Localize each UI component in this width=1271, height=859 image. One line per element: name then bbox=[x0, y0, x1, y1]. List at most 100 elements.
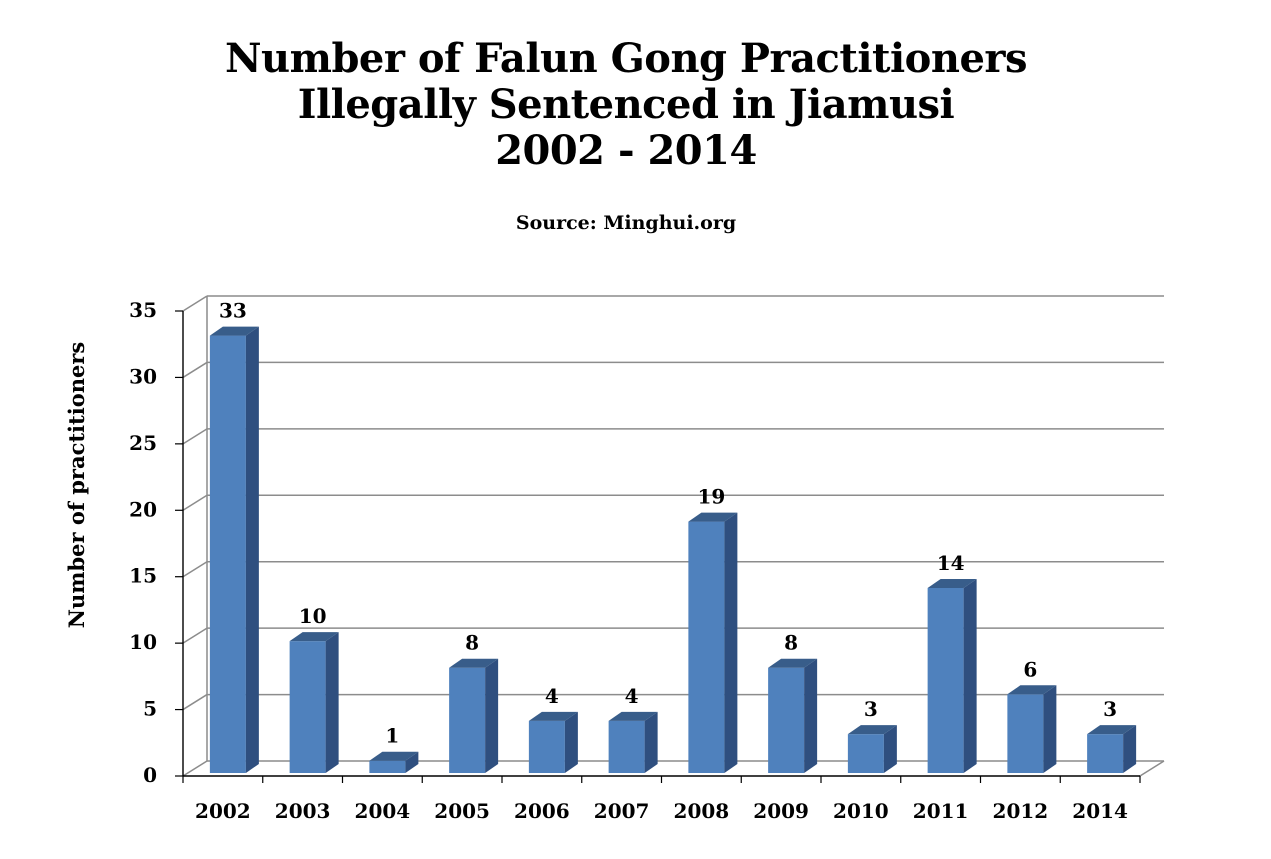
data-label: 1 bbox=[385, 724, 399, 748]
bar-front bbox=[847, 734, 884, 773]
data-label: 10 bbox=[299, 604, 327, 628]
bar-top bbox=[768, 658, 818, 668]
bar-top bbox=[1007, 685, 1057, 695]
data-label: 14 bbox=[937, 551, 965, 575]
y-tick-label: 5 bbox=[143, 697, 157, 721]
y-tick-label: 35 bbox=[129, 298, 157, 322]
bar bbox=[289, 632, 339, 773]
bar-front bbox=[768, 667, 805, 773]
chart-title-line-2: Illegally Sentenced in Jiamusi bbox=[297, 81, 955, 128]
bar bbox=[688, 512, 738, 773]
bar-top bbox=[927, 579, 977, 588]
gridline-side bbox=[182, 295, 208, 312]
bar bbox=[1007, 685, 1057, 773]
bar-top bbox=[289, 632, 339, 642]
bar bbox=[528, 711, 578, 773]
bar-front bbox=[209, 335, 246, 773]
bar-top bbox=[209, 326, 259, 336]
bar-front bbox=[449, 667, 486, 773]
bar-side bbox=[245, 326, 259, 773]
bar-front bbox=[369, 760, 406, 773]
y-tick-label: 20 bbox=[129, 497, 157, 521]
bar-front bbox=[528, 720, 565, 773]
bar-side bbox=[564, 711, 578, 773]
data-label: 8 bbox=[465, 631, 479, 655]
gridline-side bbox=[182, 494, 208, 511]
data-label: 4 bbox=[625, 684, 639, 708]
bar-side bbox=[1123, 725, 1137, 773]
y-tick-label: 25 bbox=[129, 431, 157, 455]
bar-side bbox=[724, 512, 738, 773]
gridline-side bbox=[182, 428, 208, 445]
x-tick-label: 2003 bbox=[275, 799, 331, 823]
x-tick-label: 2012 bbox=[993, 799, 1049, 823]
bar bbox=[1087, 725, 1137, 773]
bar bbox=[369, 751, 419, 773]
bar-top bbox=[1087, 725, 1137, 735]
bar-top bbox=[608, 711, 658, 721]
bar bbox=[768, 658, 818, 773]
bar-top bbox=[688, 512, 738, 522]
y-axis-title: Number of practitioners bbox=[64, 342, 89, 628]
bar-top bbox=[449, 658, 499, 668]
gridline-side bbox=[182, 693, 208, 711]
x-tick-label: 2008 bbox=[674, 799, 730, 823]
gridline-side bbox=[182, 561, 208, 578]
data-label: 4 bbox=[545, 684, 559, 708]
x-tick-label: 2006 bbox=[514, 799, 570, 823]
bar-side bbox=[485, 658, 499, 773]
bar-side bbox=[804, 658, 818, 773]
y-tick-label: 0 bbox=[143, 763, 157, 787]
bar-side bbox=[405, 751, 419, 773]
bar-front bbox=[688, 521, 725, 773]
bar-side bbox=[963, 579, 977, 773]
data-label: 6 bbox=[1023, 657, 1037, 681]
chart-subtitle: Source: Minghui.org bbox=[515, 212, 737, 234]
bar bbox=[608, 711, 658, 773]
y-tick-label: 10 bbox=[129, 630, 157, 654]
x-tick-label: 2005 bbox=[434, 799, 490, 823]
chart-title-line-3: 2002 - 2014 bbox=[495, 127, 757, 174]
data-label: 19 bbox=[697, 485, 725, 509]
y-tick-label: 15 bbox=[129, 564, 157, 588]
bar bbox=[449, 658, 499, 773]
data-label: 3 bbox=[1103, 697, 1117, 721]
bars-layer bbox=[209, 326, 1137, 773]
bar bbox=[847, 725, 897, 773]
floor-edge bbox=[1139, 760, 1165, 777]
chart-title-block: Number of Falun Gong Practitioners Illeg… bbox=[0, 36, 1252, 174]
data-label: 3 bbox=[864, 697, 878, 721]
bar-side bbox=[1043, 685, 1057, 773]
bar-front bbox=[1087, 734, 1124, 773]
bar-side bbox=[644, 711, 658, 773]
bar bbox=[927, 579, 977, 773]
bar-top bbox=[528, 711, 578, 721]
gridline-side bbox=[182, 760, 208, 777]
x-tick-label: 2007 bbox=[594, 799, 650, 823]
x-tick-label: 2010 bbox=[833, 799, 889, 823]
bar-front bbox=[927, 588, 964, 773]
x-tick-label: 2011 bbox=[913, 799, 969, 823]
bar-top bbox=[369, 751, 419, 761]
data-label: 33 bbox=[219, 299, 247, 323]
axis-layer: 0 5 10 15 20 25 30 35 bbox=[129, 298, 1141, 787]
labels-layer: 3320021020031200482005420064200719200882… bbox=[195, 299, 1128, 823]
bar-side bbox=[325, 632, 339, 773]
bar-front bbox=[1007, 694, 1044, 773]
chart-title: Number of Falun Gong Practitioners bbox=[224, 35, 1028, 82]
gridline-side bbox=[182, 627, 208, 644]
bar-front bbox=[289, 641, 326, 773]
gridline-side bbox=[182, 361, 208, 379]
x-tick-label: 2014 bbox=[1072, 799, 1128, 823]
y-tick-label: 30 bbox=[129, 364, 157, 388]
x-tick-label: 2004 bbox=[355, 799, 411, 823]
bar bbox=[209, 326, 259, 773]
bar-front bbox=[608, 720, 645, 773]
grid-layer bbox=[182, 295, 1165, 777]
x-tick-label: 2002 bbox=[195, 799, 251, 823]
data-label: 8 bbox=[784, 631, 798, 655]
bar-side bbox=[883, 725, 897, 773]
bar-top bbox=[847, 725, 897, 735]
x-tick-label: 2009 bbox=[753, 799, 809, 823]
